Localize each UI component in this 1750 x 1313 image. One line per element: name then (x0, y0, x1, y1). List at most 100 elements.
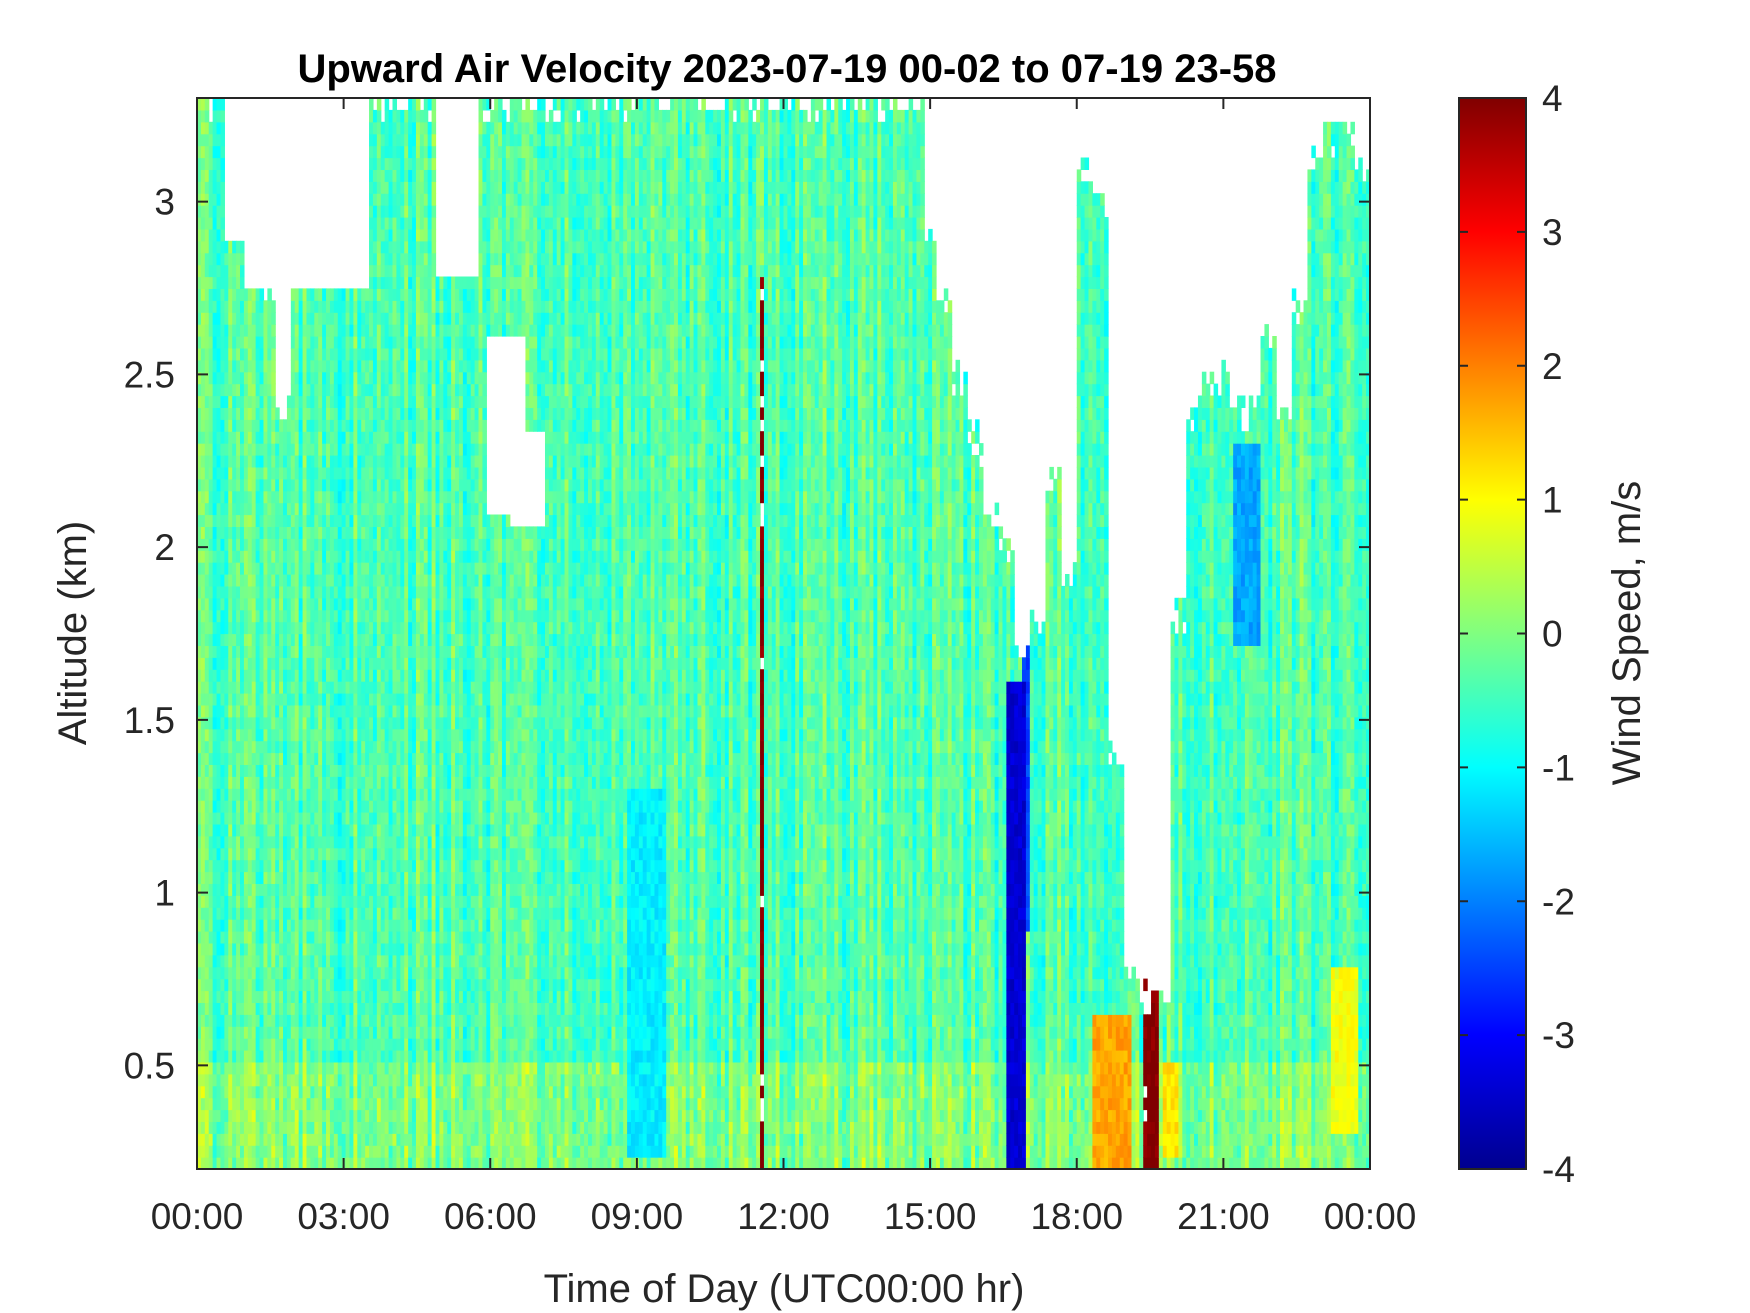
heatmap-cell (275, 443, 280, 456)
heatmap-cell (318, 740, 323, 754)
heatmap-cell (341, 895, 347, 908)
heatmap-cell (412, 1002, 417, 1015)
heatmap-cell (247, 907, 253, 920)
heatmap-cell (431, 300, 437, 313)
heatmap-cell (216, 1157, 222, 1170)
heatmap-cell (263, 1145, 268, 1158)
heatmap-cell (197, 931, 202, 944)
heatmap-cell (279, 1038, 284, 1051)
heatmap-cell (251, 443, 257, 456)
heatmap-cell (232, 264, 237, 278)
heatmap-cell (259, 1157, 265, 1170)
heatmap-cell (349, 740, 354, 754)
heatmap-cell (341, 847, 347, 861)
heatmap-cell (220, 633, 225, 646)
heatmap-cell (412, 1085, 417, 1099)
heatmap-cell (314, 324, 319, 337)
heatmap-cell (435, 895, 441, 908)
heatmap-cell (345, 490, 351, 504)
heatmap-cell (376, 347, 382, 361)
heatmap-cell (263, 645, 268, 658)
heatmap-cell (412, 966, 417, 980)
heatmap-cell (369, 181, 374, 194)
heatmap-cell (326, 371, 331, 385)
heatmap-cell (392, 728, 398, 742)
heatmap-cell (197, 252, 202, 266)
heatmap-cell (439, 550, 444, 563)
heatmap-cell (372, 871, 378, 884)
heatmap-cell (423, 240, 429, 254)
heatmap-cell (197, 907, 202, 920)
heatmap-cell (404, 276, 409, 289)
heatmap-cell (349, 395, 354, 408)
heatmap-cell (200, 1157, 206, 1170)
heatmap-cell (208, 1073, 214, 1087)
heatmap-cell (326, 740, 331, 754)
heatmap-cell (365, 455, 370, 468)
heatmap-cell (216, 466, 222, 480)
heatmap-cell (353, 1014, 358, 1027)
heatmap-cell (329, 324, 335, 337)
heatmap-cell (349, 812, 354, 825)
heatmap-cell (251, 1157, 257, 1170)
heatmap-cell (200, 181, 206, 194)
heatmap-cell (228, 514, 233, 527)
heatmap-cell (419, 764, 425, 777)
heatmap-cell (279, 609, 284, 623)
heatmap-cell (267, 514, 272, 527)
heatmap-cell (298, 693, 304, 706)
heatmap-cell (415, 466, 421, 480)
heatmap-cell (384, 978, 390, 992)
heatmap-cell (439, 1050, 444, 1063)
heatmap-cell (341, 336, 347, 349)
heatmap-cell (306, 1109, 311, 1122)
heatmap-cell (255, 562, 261, 575)
heatmap-cell (333, 752, 339, 765)
heatmap-cell (220, 764, 225, 777)
heatmap-cell (322, 431, 327, 444)
heatmap-cell (361, 1061, 366, 1075)
heatmap-cell (384, 407, 390, 420)
heatmap-cell (376, 312, 382, 325)
heatmap-cell (369, 907, 374, 920)
heatmap-cell (263, 502, 268, 516)
heatmap-cell (298, 562, 304, 575)
heatmap-cell (408, 181, 413, 194)
heatmap-cell (431, 1002, 437, 1015)
heatmap-cell (208, 1014, 214, 1027)
heatmap-cell (372, 359, 378, 373)
heatmap-cell (349, 371, 354, 385)
heatmap-cell (243, 490, 249, 504)
heatmap-cell (384, 931, 390, 944)
heatmap-cell (404, 490, 409, 504)
heatmap-cell (220, 264, 225, 278)
heatmap-cell (236, 942, 241, 956)
heatmap-cell (259, 895, 265, 908)
heatmap-cell (341, 823, 347, 837)
heatmap-cell (376, 740, 382, 754)
heatmap-cell (361, 312, 366, 325)
heatmap-cell (333, 1026, 339, 1039)
heatmap-cell (314, 847, 319, 861)
heatmap-cell (341, 550, 347, 563)
heatmap-cell (208, 574, 214, 587)
heatmap-cell (388, 966, 394, 980)
heatmap-cell (279, 942, 284, 956)
heatmap-cell (427, 907, 433, 920)
heatmap-cell (243, 1002, 249, 1015)
heatmap-cell (369, 371, 374, 385)
heatmap-cell (236, 1085, 241, 1099)
heatmap-cell (415, 1085, 421, 1099)
heatmap-cell (208, 645, 214, 658)
heatmap-cell (283, 562, 288, 575)
heatmap-cell (392, 1073, 398, 1087)
heatmap-cell (236, 478, 241, 492)
heatmap-cell (435, 466, 441, 480)
heatmap-cell (283, 490, 288, 504)
heatmap-cell (400, 693, 405, 706)
heatmap-cell (224, 1014, 229, 1027)
heatmap-cell (404, 871, 409, 884)
heatmap-cell (376, 693, 382, 706)
heatmap-cell (408, 954, 413, 968)
heatmap-cell (353, 657, 358, 670)
